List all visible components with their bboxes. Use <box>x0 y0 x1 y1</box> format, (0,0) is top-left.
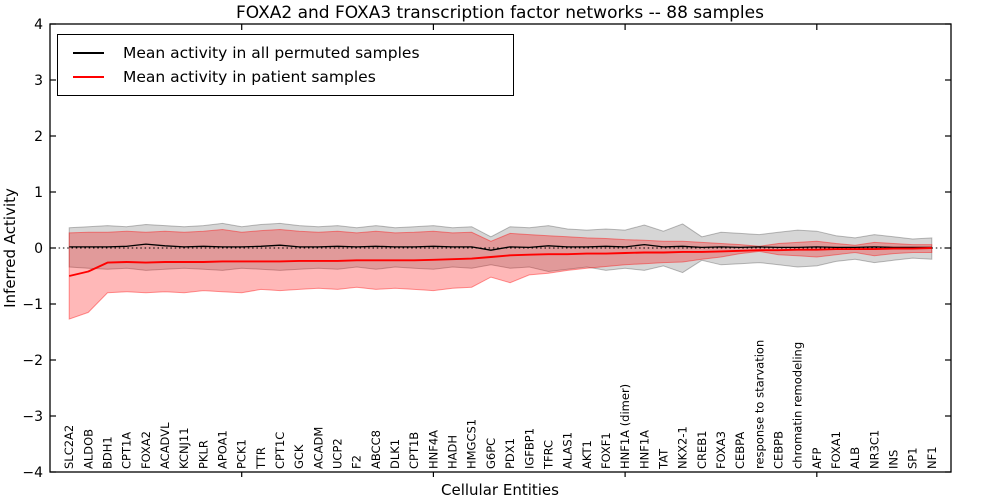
x-category-label: NF1 <box>925 446 939 469</box>
x-category-label: FOXF1 <box>599 432 613 469</box>
x-category-label: ACADM <box>311 427 325 469</box>
x-category-label: KCNJ11 <box>177 427 191 469</box>
x-category-label: TAT <box>656 448 670 470</box>
x-category-label: UCP2 <box>331 438 345 469</box>
x-category-label: CPT1C <box>273 432 287 469</box>
patient-line-swatch <box>73 76 104 78</box>
x-category-label: CPT1A <box>120 432 134 469</box>
y-tick-label: −3 <box>22 409 43 425</box>
y-tick-label: −1 <box>22 297 43 313</box>
x-category-label: response to starvation <box>752 340 766 469</box>
legend-entry-patient: Mean activity in patient samples <box>58 68 513 86</box>
x-category-label: AKT1 <box>580 440 594 469</box>
x-category-label: NR3C1 <box>867 430 881 469</box>
x-category-label: G6PC <box>484 438 498 469</box>
x-axis-label: Cellular Entities <box>441 481 559 499</box>
x-category-label: ALB <box>848 447 862 469</box>
x-category-label: HNF1A (dimer) <box>618 384 632 469</box>
x-category-label: TTR <box>254 447 268 470</box>
x-category-label: IGFBP1 <box>522 428 536 469</box>
x-category-label: HNF1A <box>637 430 651 469</box>
x-category-label: NKX2-1 <box>676 426 690 469</box>
x-category-label: FOXA1 <box>829 431 843 469</box>
legend-label-permuted: Mean activity in all permuted samples <box>123 44 420 62</box>
x-category-label: HNF4A <box>426 430 440 469</box>
legend-entry-permuted: Mean activity in all permuted samples <box>58 44 513 62</box>
permuted-line-swatch <box>73 52 104 54</box>
x-category-label: CEBPA <box>733 432 747 469</box>
x-category-label: CPT1B <box>407 432 421 469</box>
legend: Mean activity in all permuted samples Me… <box>57 34 514 96</box>
x-category-label: DLK1 <box>388 439 402 469</box>
x-category-label: TFRC <box>541 440 555 470</box>
axes-frame <box>49 23 952 473</box>
patient-mean-line <box>68 247 932 277</box>
chart-title: FOXA2 and FOXA3 transcription factor net… <box>236 3 764 23</box>
x-category-label: ABCC8 <box>369 430 383 469</box>
x-category-label: INS <box>886 450 900 469</box>
x-category-label: APOA1 <box>216 430 230 469</box>
y-tick-label: −4 <box>22 465 43 481</box>
permuted-mean-line <box>69 243 932 251</box>
y-tick-label: 3 <box>34 73 43 89</box>
x-category-label: SLC2A2 <box>62 425 76 469</box>
x-category-label: F2 <box>350 455 364 469</box>
x-category-label: ACADVL <box>158 422 172 469</box>
x-category-label: FOXA2 <box>139 431 153 469</box>
x-category-label: HADH <box>446 435 460 469</box>
x-category-label: ALAS1 <box>561 432 575 469</box>
x-category-label: CREB1 <box>695 431 709 470</box>
y-tick-label: 1 <box>34 185 43 201</box>
x-category-label: CEBPB <box>771 431 785 469</box>
x-category-label: chromatin remodeling <box>791 342 805 469</box>
y-tick-label: 0 <box>34 241 43 257</box>
x-category-label: PCK1 <box>235 439 249 469</box>
x-category-label: SP1 <box>906 447 920 469</box>
legend-label-patient: Mean activity in patient samples <box>123 68 376 86</box>
x-category-label: FOXA3 <box>714 431 728 469</box>
y-tick-label: −2 <box>22 353 43 369</box>
patient-std-band <box>68 228 933 320</box>
x-category-label: GCK <box>292 444 306 469</box>
x-category-label: ALDOB <box>81 429 95 469</box>
x-category-label: PDX1 <box>503 438 517 469</box>
x-category-label: BDH1 <box>101 436 115 469</box>
x-category-label: HMGCS1 <box>465 419 479 469</box>
x-category-label: PKLR <box>196 440 210 469</box>
y-tick-label: 2 <box>34 129 43 145</box>
y-tick-label: 4 <box>34 17 43 33</box>
x-category-label: AFP <box>810 448 824 469</box>
